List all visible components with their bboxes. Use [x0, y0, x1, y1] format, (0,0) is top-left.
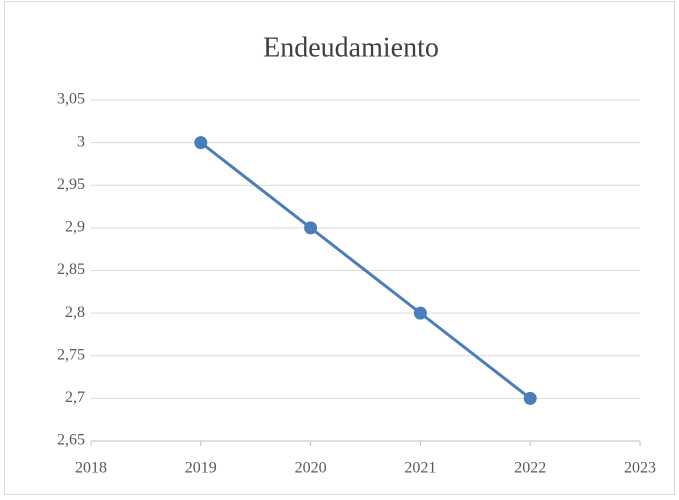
x-tick-label: 2021: [404, 460, 436, 477]
x-tick-label: 2023: [624, 460, 656, 477]
y-tick-label: 2,8: [65, 304, 85, 321]
x-tick-label: 2019: [185, 460, 217, 477]
marker: [413, 306, 427, 320]
y-tick-label: 2,75: [57, 346, 85, 363]
y-tick-label: 3: [77, 133, 85, 150]
y-tick-label: 2,9: [65, 219, 85, 236]
y-tick-label: 2,95: [57, 176, 85, 193]
marker: [304, 221, 318, 235]
y-tick-label: 2,85: [57, 261, 85, 278]
y-tick-label: 3,05: [57, 91, 85, 108]
chart-border: [4, 1, 675, 495]
x-tick-label: 2018: [75, 460, 107, 477]
y-tick-label: 2,65: [57, 432, 85, 449]
marker: [194, 136, 208, 150]
y-tick-label: 2,7: [65, 389, 85, 406]
x-tick-label: 2022: [514, 460, 546, 477]
chart-title: Endeudamiento: [263, 32, 439, 63]
x-tick-label: 2020: [295, 460, 327, 477]
line: [199, 141, 532, 400]
marker: [523, 391, 537, 405]
